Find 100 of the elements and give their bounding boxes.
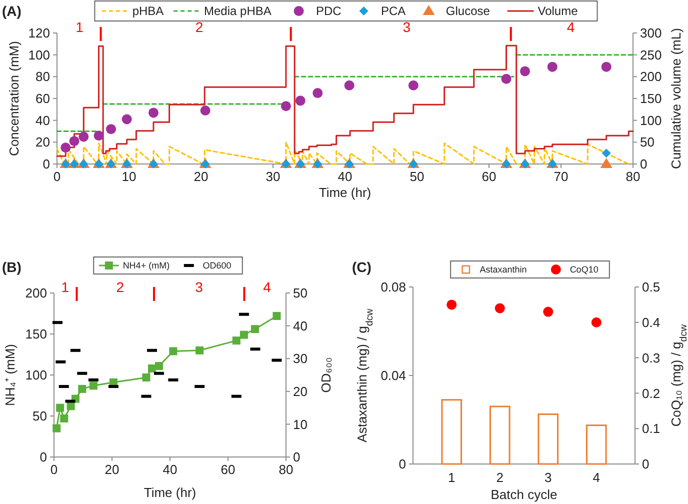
point (280, 101, 291, 112)
point (232, 336, 240, 345)
point (501, 74, 512, 84)
y2-tick-label: 50 (640, 134, 654, 150)
annotation: 3 (402, 18, 411, 35)
annotation: 4 (263, 278, 272, 295)
y-tick-label: 60 (36, 91, 50, 106)
point (66, 402, 75, 410)
point (60, 142, 71, 153)
y2-tick-label: 50 (293, 286, 308, 301)
y-tick-label: 150 (25, 326, 47, 342)
y2-tick-label: 0.3 (642, 350, 660, 366)
point (601, 62, 612, 72)
y-axis-title: NH₄⁺ (mM) (2, 344, 18, 406)
y-tick-label: 0.08 (380, 280, 406, 295)
y-tick-label: 80 (36, 69, 50, 84)
point (600, 158, 612, 168)
y-tick-label: 20 (36, 134, 50, 150)
point (148, 108, 158, 118)
x-axis-title: Time (hr) (144, 485, 196, 500)
legend-label: PDC (316, 4, 342, 18)
annotation: 4 (566, 18, 575, 35)
y-tick-label: 0 (42, 156, 50, 172)
legend-label: OD600 (202, 260, 232, 271)
legend-label: NH4+ (mM) (122, 260, 170, 271)
y-tick-label: 50 (32, 408, 47, 424)
x-tick-label: 4 (592, 470, 600, 485)
legend-label: Volume (538, 4, 578, 18)
chart-title: (A) (2, 3, 22, 19)
point (69, 136, 80, 146)
point (272, 312, 281, 320)
point (547, 62, 558, 72)
point (154, 362, 163, 370)
point (494, 303, 505, 314)
x-tick-label: 80 (626, 169, 640, 184)
point (602, 148, 611, 158)
x-tick-label: 1 (448, 470, 456, 485)
x-tick-label: 10 (122, 169, 136, 184)
y2-tick-label: 0.5 (642, 280, 660, 295)
y2-axis-title: Cumulative volume (mL) (668, 28, 684, 169)
point (106, 124, 116, 134)
y2-tick-label: 30 (293, 351, 308, 366)
y2-tick-label: 150 (640, 91, 662, 106)
point (148, 364, 156, 372)
annotation: 1 (61, 278, 70, 295)
point (169, 347, 178, 356)
y-tick-label: 0 (40, 450, 47, 465)
bar (538, 413, 559, 465)
x-tick-label: 60 (220, 462, 236, 477)
point (89, 382, 98, 390)
y2-tick-label: 40 (293, 318, 308, 334)
y-tick-label: 40 (36, 112, 50, 128)
point (78, 384, 86, 393)
point (196, 346, 204, 354)
point (344, 80, 354, 90)
point (408, 80, 418, 90)
y2-tick-label: 0 (640, 156, 648, 172)
point (240, 330, 248, 339)
y2-tick-label: 0.4 (642, 314, 660, 330)
y2-tick-label: 0.2 (642, 386, 660, 401)
y2-tick-label: 20 (293, 384, 308, 399)
x-axis-title: Time (hr) (318, 185, 372, 200)
y2-tick-label: 200 (640, 69, 662, 84)
point (250, 325, 259, 334)
x-tick-label: 2 (496, 470, 504, 485)
chart-title: (C) (352, 259, 372, 275)
legend-label: Media pHBA (204, 4, 272, 18)
legend-label: PCA (380, 4, 406, 18)
point (312, 88, 323, 98)
x-tick-label: 40 (162, 462, 178, 477)
x-tick-label: 80 (278, 462, 294, 477)
point (94, 130, 104, 141)
y2-tick-label: 250 (640, 47, 662, 62)
x-tick-label: 40 (338, 169, 352, 184)
bar (489, 406, 510, 465)
legend-label: CoQ10 (570, 264, 598, 275)
x-tick-label: 50 (410, 169, 424, 184)
y-tick-label: 100 (25, 368, 47, 383)
y2-tick-label: 10 (293, 416, 308, 432)
x-tick-label: 3 (544, 470, 552, 485)
y-tick-label: 0.04 (380, 368, 406, 384)
point (520, 66, 530, 76)
point (122, 114, 132, 124)
y-tick-label: 120 (28, 26, 50, 41)
y-axis-title: Concentration (mM) (6, 41, 22, 156)
point (295, 96, 306, 106)
y2-tick-label: 0.1 (642, 421, 660, 436)
legend-label: Glucose (446, 4, 490, 18)
point (56, 404, 64, 412)
y2-tick-label: 100 (640, 112, 662, 128)
y2-axis-title: OD₆₀₀ (318, 357, 334, 393)
chart-title: (B) (2, 259, 22, 275)
x-tick-label: 20 (104, 462, 120, 477)
point (446, 300, 457, 310)
point (60, 414, 68, 422)
point (78, 132, 89, 142)
x-tick-label: 20 (194, 169, 208, 184)
x-tick-label: 60 (482, 169, 496, 184)
point (200, 106, 210, 116)
x-tick-label: 30 (266, 169, 280, 184)
